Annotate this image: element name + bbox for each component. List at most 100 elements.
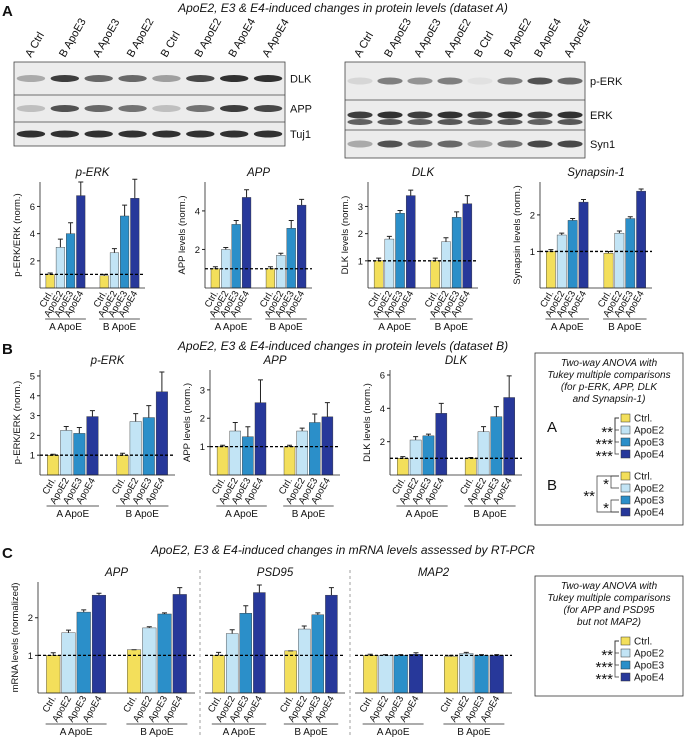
error-bar	[122, 204, 128, 216]
y-tick-label: 2	[530, 210, 535, 221]
bar	[116, 454, 129, 476]
blot-band	[347, 111, 373, 119]
error-bar	[463, 651, 469, 654]
significance-stars: *	[603, 500, 609, 517]
bar	[325, 594, 338, 694]
error-bar	[570, 218, 576, 221]
blot-band	[437, 111, 463, 119]
bar	[477, 431, 490, 476]
blot-band	[347, 140, 373, 148]
blot-band	[437, 140, 463, 148]
blot-band	[186, 75, 215, 82]
blot-lane-label: B ApoE4	[226, 16, 258, 59]
bar	[142, 627, 157, 694]
error-bar	[464, 195, 470, 204]
legend-swatch	[620, 425, 631, 435]
blot-band	[50, 105, 80, 112]
blot-band	[16, 130, 46, 138]
blot-lane-label: A ApoE3	[412, 17, 444, 60]
blot-lane-label: B ApoE3	[382, 16, 414, 59]
blot-band	[527, 119, 553, 125]
legend-label: Ctrl.	[634, 637, 652, 648]
bar	[373, 260, 384, 289]
y-tick-label: 3	[358, 202, 363, 213]
y-axis-label: APP levels (norm.)	[177, 195, 188, 274]
error-bar	[229, 629, 235, 634]
bar	[229, 430, 241, 476]
bar	[253, 592, 266, 694]
bar	[462, 203, 473, 289]
y-axis-label: APP levels (norm.)	[182, 383, 193, 462]
legend-label: Ctrl.	[634, 414, 652, 425]
blot-band	[50, 75, 80, 82]
bracket	[614, 417, 619, 455]
bracket	[610, 499, 619, 513]
bar	[363, 655, 378, 694]
legend-swatch	[620, 507, 631, 517]
error-bar	[57, 238, 63, 248]
blot-band	[253, 130, 283, 138]
panel-title: ApoE2, E3 & E4-induced changes in protei…	[177, 339, 508, 353]
error-bar	[315, 612, 321, 615]
bar	[430, 260, 441, 289]
error-bar	[159, 371, 165, 392]
blot-lane-label: B ApoE2	[502, 16, 534, 59]
y-axis-label: p-ERK/ERK (norm.)	[12, 381, 23, 464]
error-bar	[89, 410, 95, 417]
blot-lane-label: B ApoE3	[57, 16, 89, 59]
bar	[239, 613, 252, 694]
blot-lane-label: B ApoE2	[193, 16, 225, 59]
significance-stars: **	[601, 424, 613, 441]
stats-text: and Synapsin-1)	[573, 394, 646, 405]
bar	[46, 655, 61, 694]
error-bar	[413, 652, 419, 655]
error-bar	[559, 232, 565, 235]
y-axis-label: p-ERK/ERK (norm.)	[12, 193, 23, 276]
bar	[625, 218, 636, 289]
blot-band	[527, 140, 553, 148]
bar	[242, 436, 254, 476]
blot-lane-label: A ApoE2	[442, 17, 474, 60]
bar	[283, 446, 296, 476]
bar	[603, 253, 614, 289]
error-bar	[386, 235, 392, 240]
bar	[503, 397, 515, 476]
legend-label: ApoE3	[634, 661, 664, 672]
legend-swatch	[620, 648, 631, 658]
significance-stars: *	[603, 476, 609, 493]
blot-row-label: Tuj1	[290, 129, 311, 141]
legend-swatch	[620, 636, 631, 646]
blot-band	[84, 105, 113, 112]
blot-band	[152, 130, 181, 138]
blot-band	[407, 77, 433, 85]
bar	[614, 232, 625, 289]
blot-band	[219, 105, 249, 112]
bar	[157, 613, 172, 694]
error-bar	[233, 220, 239, 225]
y-tick-label: 2	[358, 229, 363, 240]
stats-text: Tukey multiple comparisons	[547, 370, 670, 381]
y-tick-label: 4	[195, 206, 200, 217]
error-bar	[96, 592, 102, 596]
y-tick-label: 3	[200, 385, 205, 396]
group-label: A ApoE	[223, 727, 256, 738]
bar	[556, 234, 567, 289]
significance-stars: ***	[595, 448, 613, 465]
blot-lane-label: A ApoE4	[260, 17, 292, 60]
bar	[474, 655, 489, 694]
blot-band	[219, 130, 249, 138]
error-bar	[312, 413, 318, 423]
error-bar	[328, 587, 334, 596]
y-tick-label: 2	[30, 256, 35, 267]
blot-band	[118, 105, 147, 112]
bar	[276, 255, 286, 289]
blot-lane-label: A ApoE3	[91, 17, 123, 60]
bar	[393, 655, 408, 694]
blot-band	[467, 77, 493, 85]
error-bar	[506, 375, 512, 398]
error-bar	[232, 422, 238, 432]
error-bar	[244, 189, 250, 198]
error-bar	[78, 181, 84, 196]
y-tick-label: 4	[380, 404, 385, 415]
error-bar	[287, 444, 293, 447]
